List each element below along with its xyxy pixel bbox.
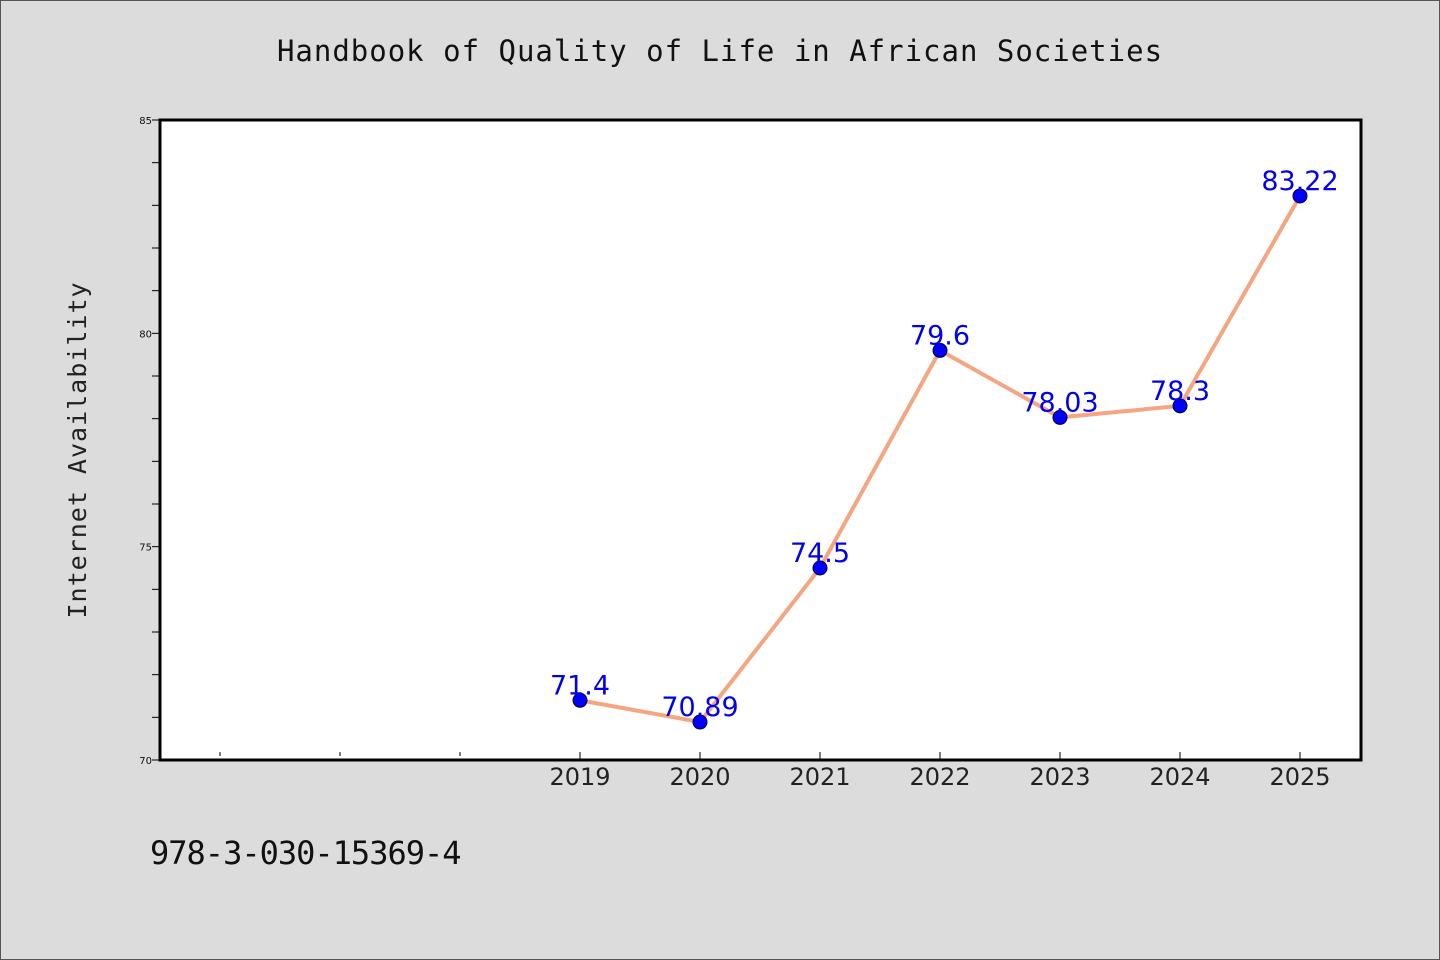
y-tick-label: 70	[139, 756, 152, 767]
data-label: 70.89	[661, 692, 738, 723]
data-label: 74.5	[790, 538, 850, 569]
data-point	[1292, 188, 1308, 204]
data-label: 83.22	[1261, 166, 1338, 197]
y-axis-label: Internet Availability	[63, 281, 92, 618]
data-label: 71.4	[550, 670, 610, 701]
x-tick-label: 2023	[1029, 763, 1090, 791]
data-point	[812, 560, 828, 576]
plot-area	[158, 118, 1363, 762]
x-axis: 2019 2020 2021 2022 2023 2024 2025	[219, 752, 1331, 791]
y-tick-label: 75	[139, 543, 152, 554]
data-label: 78.3	[1150, 376, 1210, 407]
isbn-text: 978-3-030-15369-4	[150, 834, 462, 872]
data-label: 79.6	[910, 320, 970, 351]
x-tick-label: 2020	[669, 763, 730, 791]
data-point	[932, 342, 948, 358]
x-tick-label: 2024	[1149, 763, 1210, 791]
data-label: 78.03	[1021, 387, 1098, 418]
data-point	[692, 714, 708, 730]
x-tick-label: 2025	[1269, 763, 1330, 791]
data-point	[572, 692, 588, 708]
y-axis: 70 75 80 85	[139, 116, 160, 767]
data-point	[1052, 409, 1068, 425]
y-tick-label: 80	[139, 329, 152, 340]
data-point	[1172, 398, 1188, 414]
chart-title: Handbook of Quality of Life in African S…	[276, 34, 1164, 68]
x-tick-label: 2019	[549, 763, 610, 791]
x-tick-label: 2021	[789, 763, 850, 791]
series-group: 71.4 70.89 74.5 79.6 78.03 78.3 83.22	[550, 166, 1339, 730]
y-tick-label: 85	[139, 116, 152, 127]
x-tick-label: 2022	[909, 763, 970, 791]
